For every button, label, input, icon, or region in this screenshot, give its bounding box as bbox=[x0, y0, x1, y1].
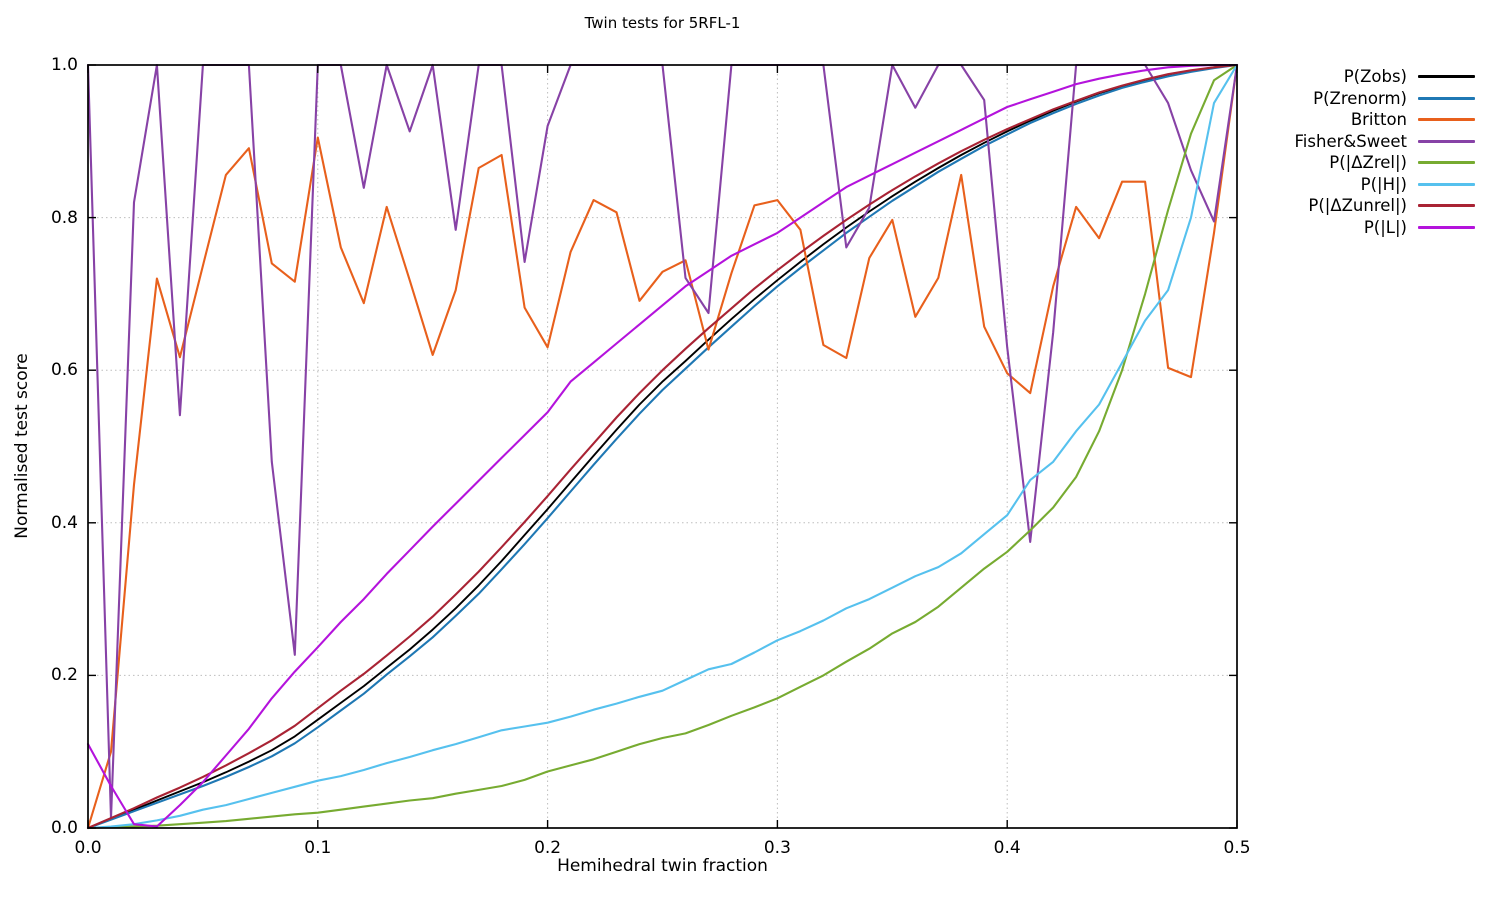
legend-row: P(|ΔZunrel|) bbox=[1295, 195, 1475, 217]
y-axis-label: Normalised test score bbox=[12, 353, 32, 539]
legend-line-swatch bbox=[1418, 118, 1475, 122]
legend-line-swatch bbox=[1418, 161, 1475, 165]
series-line-8 bbox=[86, 63, 1239, 828]
series-line-7 bbox=[86, 63, 1239, 830]
legend-line-swatch bbox=[1418, 75, 1475, 79]
x-tick-label: 0.1 bbox=[304, 838, 332, 858]
y-tick-label: 0.4 bbox=[50, 512, 78, 533]
legend-label: P(|H|) bbox=[1360, 174, 1407, 194]
x-tick-label: 0.0 bbox=[74, 838, 102, 858]
x-axis-label: Hemihedral twin fraction bbox=[557, 856, 768, 876]
series-line-2 bbox=[86, 63, 1239, 830]
plot-border bbox=[87, 64, 1238, 829]
y-tick-label: 0.2 bbox=[50, 665, 78, 686]
y-tick-label: 0.0 bbox=[50, 818, 78, 838]
y-tick-label: 1.0 bbox=[50, 55, 78, 75]
legend-label: P(|ΔZrel|) bbox=[1329, 153, 1407, 173]
legend-row: P(Zrenorm) bbox=[1295, 88, 1475, 110]
series-line-1 bbox=[87, 64, 1238, 829]
legend-line-swatch bbox=[1418, 182, 1475, 186]
x-tick-label: 0.2 bbox=[534, 838, 562, 858]
legend-label: Fisher&Sweet bbox=[1294, 131, 1407, 151]
legend-row: P(|H|) bbox=[1295, 174, 1475, 196]
legend-row: P(|L|) bbox=[1295, 217, 1475, 239]
legend-row: P(|ΔZrel|) bbox=[1295, 152, 1475, 174]
chart-title: Twin tests for 5RFL-1 bbox=[584, 14, 741, 32]
legend-label: Britton bbox=[1350, 110, 1407, 130]
legend: P(Zobs) P(Zrenorm) Britton Fisher&Sweet P(|Δ… bbox=[1295, 66, 1475, 238]
legend-label: P(Zobs) bbox=[1343, 67, 1407, 87]
legend-line-swatch bbox=[1418, 204, 1475, 208]
x-tick-label: 0.5 bbox=[1223, 838, 1251, 858]
legend-label: P(|ΔZunrel|) bbox=[1308, 196, 1407, 216]
series-line-6 bbox=[86, 63, 1239, 830]
legend-row: Britton bbox=[1295, 109, 1475, 131]
legend-line-swatch bbox=[1418, 139, 1475, 143]
series-line-4 bbox=[86, 63, 1239, 820]
legend-label: P(|L|) bbox=[1363, 217, 1407, 237]
legend-row: P(Zobs) bbox=[1295, 66, 1475, 88]
legend-label: P(Zrenorm) bbox=[1313, 88, 1407, 108]
legend-row: Fisher&Sweet bbox=[1295, 131, 1475, 153]
x-tick-label: 0.4 bbox=[993, 838, 1021, 858]
series-line-5 bbox=[86, 63, 1239, 830]
y-tick-label: 0.8 bbox=[50, 207, 78, 228]
series-line-3 bbox=[86, 63, 1239, 830]
legend-line-swatch bbox=[1418, 96, 1475, 100]
x-tick-label: 0.3 bbox=[763, 838, 791, 858]
legend-line-swatch bbox=[1418, 225, 1475, 229]
y-tick-label: 0.6 bbox=[50, 360, 78, 381]
